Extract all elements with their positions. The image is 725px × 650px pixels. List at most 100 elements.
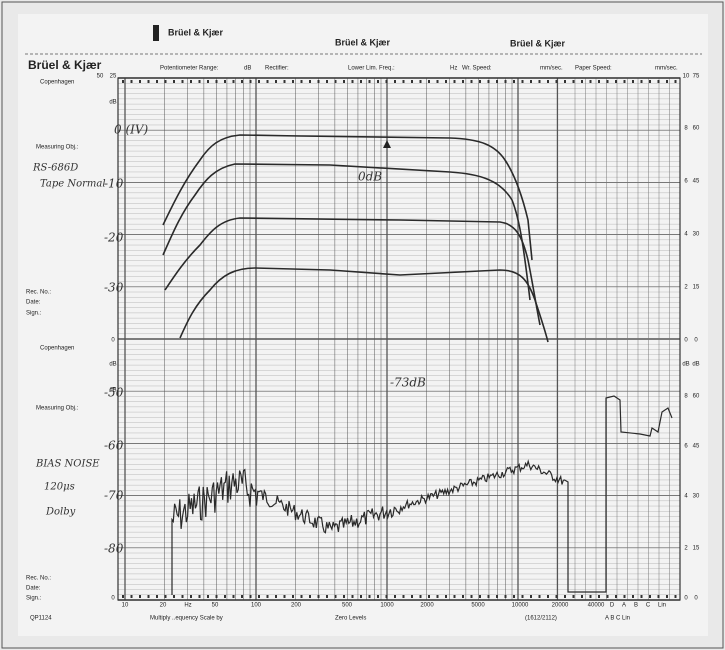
sprocket — [487, 80, 490, 83]
label: Brüel & Kjær — [510, 38, 566, 48]
sprocket — [428, 80, 430, 83]
label: Rectifier: — [265, 66, 289, 72]
sprocket — [122, 80, 124, 83]
label: BIAS NOISE — [35, 459, 100, 470]
right-scale-label: 60 — [693, 126, 700, 132]
sprocket — [334, 80, 337, 83]
sprocket — [453, 80, 456, 83]
sprocket — [385, 595, 388, 598]
left-scale-label: 25 — [110, 74, 117, 80]
label: Lower Lim. Freq.: — [348, 66, 395, 72]
label: Sign.: — [26, 311, 42, 317]
sprocket — [173, 595, 175, 598]
right-scale-label: 6 — [684, 444, 688, 450]
label: Copenhagen — [40, 346, 74, 352]
label: -60 — [104, 439, 124, 453]
sprocket — [453, 595, 456, 598]
sprocket — [164, 595, 167, 598]
sprocket — [402, 595, 405, 598]
label: Multiply ..equency Scale by — [150, 616, 223, 622]
label: 0 (IV) — [114, 123, 149, 137]
right-scale-label: 8 — [684, 394, 688, 400]
ref-marker — [383, 140, 391, 148]
sprocket — [181, 80, 184, 83]
sprocket — [530, 80, 532, 83]
sprocket — [462, 80, 464, 83]
sprocket — [649, 595, 651, 598]
sprocket — [139, 80, 141, 83]
sprocket — [606, 80, 609, 83]
label: -20 — [104, 231, 124, 245]
sprocket — [598, 595, 600, 598]
label: 0dB — [358, 170, 382, 184]
sprocket — [147, 80, 150, 83]
sprocket — [589, 595, 592, 598]
label: Wr. Speed: — [462, 66, 492, 72]
sprocket — [334, 595, 337, 598]
left-scale-label: 50 — [97, 74, 104, 80]
label: A B C Lin — [605, 616, 630, 622]
label: Zero Levels — [335, 616, 366, 622]
sprocket — [215, 595, 218, 598]
sprocket — [623, 595, 626, 598]
left-scale-label: dB — [109, 362, 116, 368]
sprocket — [487, 595, 490, 598]
trace-30db — [179, 267, 549, 343]
sprocket — [504, 595, 507, 598]
sprocket — [470, 595, 473, 598]
sprocket — [640, 595, 643, 598]
sprocket — [632, 595, 634, 598]
sprocket — [275, 595, 277, 598]
sprocket — [674, 595, 677, 598]
right-scale-label: 45 — [693, 444, 700, 450]
sprocket — [640, 80, 643, 83]
frequency-label: 500 — [342, 603, 353, 609]
label: (1612/2112) — [525, 616, 557, 622]
weighting-label: D — [610, 603, 615, 609]
frequency-label: 10 — [122, 603, 129, 609]
sprocket — [657, 80, 660, 83]
grid — [117, 77, 681, 601]
sprocket — [385, 80, 388, 83]
sprocket — [198, 80, 201, 83]
sprocket — [572, 595, 575, 598]
sprocket — [130, 595, 133, 598]
label: Brüel & Kjær — [335, 37, 391, 47]
right-scale-label: 2 — [684, 546, 688, 552]
sprocket — [343, 80, 345, 83]
frequency-label: 200 — [291, 603, 302, 609]
sprocket — [445, 80, 447, 83]
sprocket — [283, 595, 286, 598]
right-scale-label: 0 — [684, 596, 688, 602]
label: 120μs — [44, 482, 75, 493]
left-scale-label: 0 — [111, 596, 115, 602]
right-scale-label: 0 — [684, 338, 688, 344]
sprocket — [351, 80, 354, 83]
sprocket — [674, 80, 677, 83]
sprocket — [555, 80, 558, 83]
sprocket — [521, 595, 524, 598]
sprocket — [513, 595, 515, 598]
frequency-label: 5000 — [471, 603, 485, 609]
sprocket — [496, 595, 498, 598]
sprocket — [198, 595, 201, 598]
sprocket — [326, 80, 328, 83]
label: -30 — [104, 281, 124, 295]
sprocket — [581, 80, 583, 83]
sprocket — [394, 595, 396, 598]
sprocket — [292, 80, 294, 83]
sprocket — [615, 595, 617, 598]
right-scale-label: 30 — [693, 494, 700, 500]
right-scale-label: 45 — [693, 179, 700, 185]
frequency-label: 20 — [160, 603, 167, 609]
label: Rec. No.: — [26, 576, 51, 582]
right-scale-label: dB — [682, 362, 689, 368]
label: Brüel & Kjær — [28, 58, 102, 72]
sprocket — [232, 595, 235, 598]
label: Brüel & Kjær — [168, 27, 224, 37]
plot-border — [117, 77, 681, 601]
sprocket — [181, 595, 184, 598]
sprocket — [343, 595, 345, 598]
sprocket — [470, 80, 473, 83]
